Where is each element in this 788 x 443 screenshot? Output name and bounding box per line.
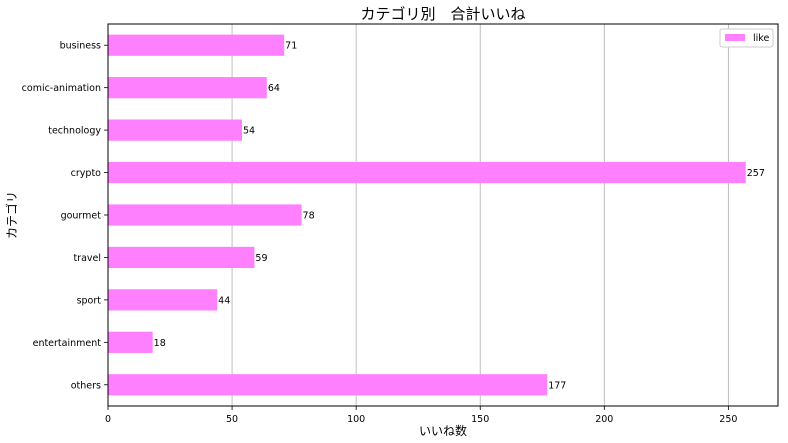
gridlines — [231, 24, 729, 406]
y-tick-label: travel — [73, 253, 101, 264]
y-tick-label: gourmet — [61, 211, 102, 222]
bar-value-label: 59 — [255, 253, 267, 264]
bar-value-label: 71 — [285, 41, 297, 52]
y-tick-label: crypto — [71, 168, 102, 179]
y-tick-label: comic-animation — [22, 83, 101, 94]
bar — [108, 374, 548, 396]
x-tick-label: 200 — [595, 414, 613, 425]
legend-swatch — [725, 34, 745, 41]
bar-value-label: 78 — [303, 211, 315, 222]
y-tick-label: entertainment — [33, 338, 102, 349]
bar-value-label: 54 — [243, 126, 255, 137]
x-axis: 0 50 100 150 200 250 — [105, 406, 737, 425]
y-tick-label: sport — [77, 295, 102, 306]
bar-value-label: 44 — [218, 295, 230, 306]
x-tick-label: 150 — [471, 414, 489, 425]
bar — [108, 77, 267, 99]
legend-box — [719, 28, 774, 48]
bar — [108, 204, 302, 226]
bar-value-label: 177 — [548, 380, 566, 391]
x-tick-label: 50 — [226, 414, 238, 425]
x-tick-label: 250 — [719, 414, 737, 425]
y-axis: business comic-animation technology crypto g… — [22, 41, 108, 391]
chart-title: カテゴリ別 合計いいね — [360, 5, 525, 23]
legend-label: like — [753, 33, 769, 44]
legend: like — [719, 28, 774, 48]
y-axis-title: カテゴリ — [4, 191, 19, 239]
x-tick-label: 100 — [347, 414, 365, 425]
bar — [108, 289, 218, 311]
bar-value-label: 257 — [747, 168, 765, 179]
x-tick-label: 0 — [105, 414, 111, 425]
bar-value-label: 64 — [268, 83, 280, 94]
y-tick-label: technology — [48, 126, 101, 137]
bar — [108, 246, 255, 269]
bars — [108, 34, 746, 396]
bar — [108, 161, 746, 184]
bar-value-label: 18 — [154, 338, 166, 349]
y-tick-label: others — [71, 380, 101, 391]
data-labels: 71 64 54 257 78 59 44 18 177 — [154, 41, 765, 392]
y-tick-label: business — [60, 41, 101, 52]
bar — [108, 34, 285, 56]
x-axis-title: いいね数 — [419, 423, 467, 438]
bar — [108, 331, 153, 353]
bar — [108, 119, 242, 141]
